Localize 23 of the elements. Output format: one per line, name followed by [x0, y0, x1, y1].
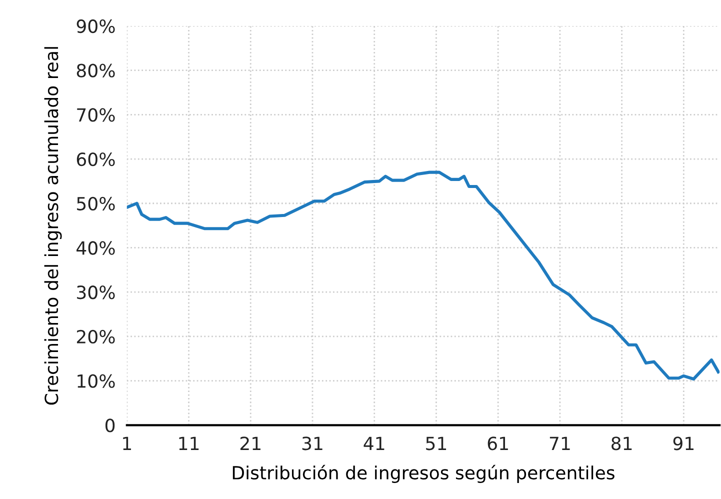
x-tick-label: 61: [488, 436, 508, 450]
y-tick-label: 10%: [78, 374, 115, 388]
y-tick-label: 60%: [76, 152, 115, 166]
y-axis-title: Crecimiento del ingreso acumulado real: [44, 47, 62, 405]
x-tick-label: 71: [550, 436, 570, 450]
x-tick-label: 81: [612, 436, 632, 450]
x-tick-label: 31: [302, 436, 322, 450]
y-tick-label: 70%: [77, 108, 115, 122]
x-tick-label: 91: [673, 436, 694, 450]
x-tick-label: 1: [123, 436, 131, 450]
y-tick-label: 40%: [76, 241, 115, 255]
x-tick-label: 41: [364, 436, 384, 450]
y-tick-label: 30%: [77, 286, 115, 300]
y-tick-label: 90%: [76, 19, 115, 34]
y-tick-label: 80%: [76, 64, 115, 78]
x-tick-label: 11: [179, 436, 199, 450]
y-tick-label: 0: [105, 418, 115, 432]
x-tick-label: 21: [240, 436, 260, 450]
x-tick-label: 51: [426, 436, 446, 450]
y-tick-label: 50%: [77, 196, 115, 210]
y-tick-label: 20%: [76, 330, 115, 344]
x-axis-title: Distribución de ingresos según percentiles: [232, 464, 614, 484]
line-series: [126, 170, 720, 381]
